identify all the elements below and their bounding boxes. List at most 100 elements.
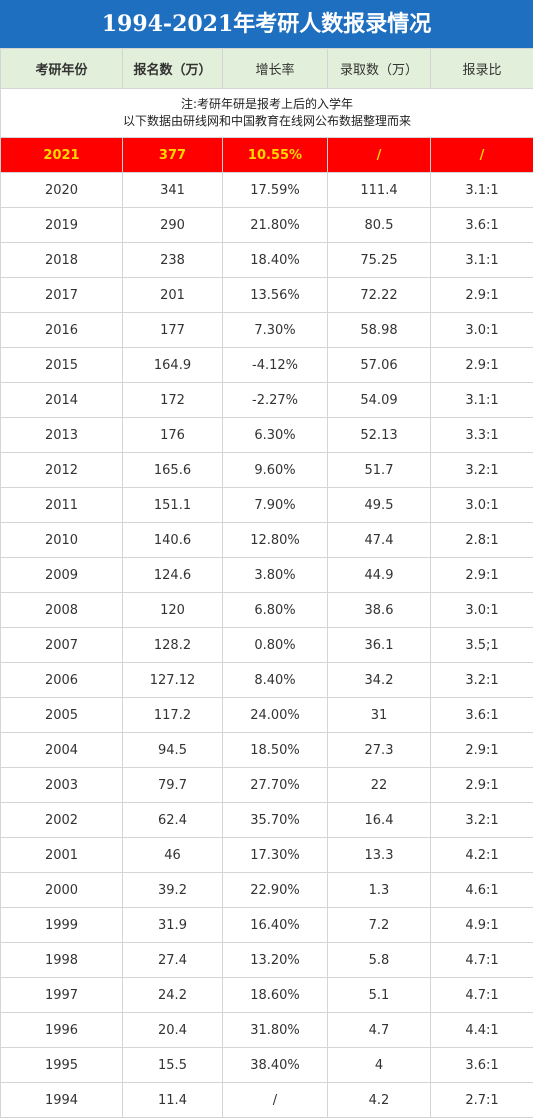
note-row: 注:考研年研是报考上后的入学年以下数据由研线网和中国教育在线网公布数据整理而来 xyxy=(1,89,533,138)
table-cell: -2.27% xyxy=(223,383,328,418)
table-cell: 238 xyxy=(123,243,223,278)
table-cell: 3.1:1 xyxy=(431,173,533,208)
table-cell: 17.30% xyxy=(223,838,328,873)
table-cell: 4.7:1 xyxy=(431,978,533,1013)
data-table: 考研年份报名数（万）增长率录取数（万）报录比注:考研年研是报考上后的入学年以下数… xyxy=(0,48,533,1118)
table-cell: 3.0:1 xyxy=(431,593,533,628)
table-cell: 8.40% xyxy=(223,663,328,698)
table-cell: 7.90% xyxy=(223,488,328,523)
table-cell: 3.6:1 xyxy=(431,208,533,243)
table-cell: 3.2:1 xyxy=(431,803,533,838)
table-cell: 2012 xyxy=(1,453,123,488)
table-cell: 1997 xyxy=(1,978,123,1013)
table-cell: 21.80% xyxy=(223,208,328,243)
table-cell: 201 xyxy=(123,278,223,313)
table-cell: 3.1:1 xyxy=(431,383,533,418)
table-cell: 117.2 xyxy=(123,698,223,733)
table-cell: 3.3:1 xyxy=(431,418,533,453)
table-cell: 176 xyxy=(123,418,223,453)
table-cell: 2005 xyxy=(1,698,123,733)
table-cell: 1996 xyxy=(1,1013,123,1048)
table-cell: 12.80% xyxy=(223,523,328,558)
header-cell: 考研年份 xyxy=(1,49,123,89)
table-cell: 2.9:1 xyxy=(431,558,533,593)
header-row: 考研年份报名数（万）增长率录取数（万）报录比 xyxy=(1,49,533,89)
table-cell: 80.5 xyxy=(328,208,431,243)
table-cell: 120 xyxy=(123,593,223,628)
table-cell: 38.6 xyxy=(328,593,431,628)
table-cell: 0.80% xyxy=(223,628,328,663)
header-cell: 报录比 xyxy=(431,49,533,89)
table-cell: 2.7:1 xyxy=(431,1083,533,1118)
table-cell: 16.40% xyxy=(223,908,328,943)
table-cell: 13.56% xyxy=(223,278,328,313)
table-cell: 3.1:1 xyxy=(431,243,533,278)
table-cell: 34.2 xyxy=(328,663,431,698)
table-cell: 2.9:1 xyxy=(431,348,533,383)
table-cell: 2.8:1 xyxy=(431,523,533,558)
table-cell: 377 xyxy=(123,138,223,173)
table-cell: 2.9:1 xyxy=(431,768,533,803)
table-cell: 4.2 xyxy=(328,1083,431,1118)
table-cell: 172 xyxy=(123,383,223,418)
table-cell: 3.2:1 xyxy=(431,453,533,488)
table-cell: 128.2 xyxy=(123,628,223,663)
table-cell: 2002 xyxy=(1,803,123,838)
table-cell: 3.0:1 xyxy=(431,488,533,523)
table-cell: 2015 xyxy=(1,348,123,383)
table-cell: 2003 xyxy=(1,768,123,803)
header-cell: 录取数（万） xyxy=(328,49,431,89)
table-cell: 51.7 xyxy=(328,453,431,488)
table-cell: 3.5;1 xyxy=(431,628,533,663)
table-cell: 165.6 xyxy=(123,453,223,488)
table-cell: 36.1 xyxy=(328,628,431,663)
table-cell: 39.2 xyxy=(123,873,223,908)
table-cell: 2021 xyxy=(1,138,123,173)
table-cell: 10.55% xyxy=(223,138,328,173)
table-cell: 124.6 xyxy=(123,558,223,593)
table-cell: 4.9:1 xyxy=(431,908,533,943)
table-cell: / xyxy=(431,138,533,173)
table-cell: 164.9 xyxy=(123,348,223,383)
table-cell: 3.6:1 xyxy=(431,1048,533,1083)
table-cell: 22 xyxy=(328,768,431,803)
table-cell: 47.4 xyxy=(328,523,431,558)
table-cell: 62.4 xyxy=(123,803,223,838)
table-cell: 3.2:1 xyxy=(431,663,533,698)
table-cell: 35.70% xyxy=(223,803,328,838)
table-cell: 5.8 xyxy=(328,943,431,978)
table-cell: 2001 xyxy=(1,838,123,873)
table-cell: 341 xyxy=(123,173,223,208)
table-cell: 4.6:1 xyxy=(431,873,533,908)
table-cell: 2009 xyxy=(1,558,123,593)
table-cell: 18.40% xyxy=(223,243,328,278)
table-cell: 52.13 xyxy=(328,418,431,453)
table-cell: 38.40% xyxy=(223,1048,328,1083)
table-cell: 127.12 xyxy=(123,663,223,698)
table-cell: 58.98 xyxy=(328,313,431,348)
table-cell: 2017 xyxy=(1,278,123,313)
table-cell: 75.25 xyxy=(328,243,431,278)
table-cell: / xyxy=(223,1083,328,1118)
table-cell: 24.00% xyxy=(223,698,328,733)
note-line: 以下数据由研线网和中国教育在线网公布数据整理而来 xyxy=(1,113,533,130)
table-cell: -4.12% xyxy=(223,348,328,383)
table-cell: 17.59% xyxy=(223,173,328,208)
table-cell: 13.20% xyxy=(223,943,328,978)
table-cell: 57.06 xyxy=(328,348,431,383)
table-cell: 27.4 xyxy=(123,943,223,978)
